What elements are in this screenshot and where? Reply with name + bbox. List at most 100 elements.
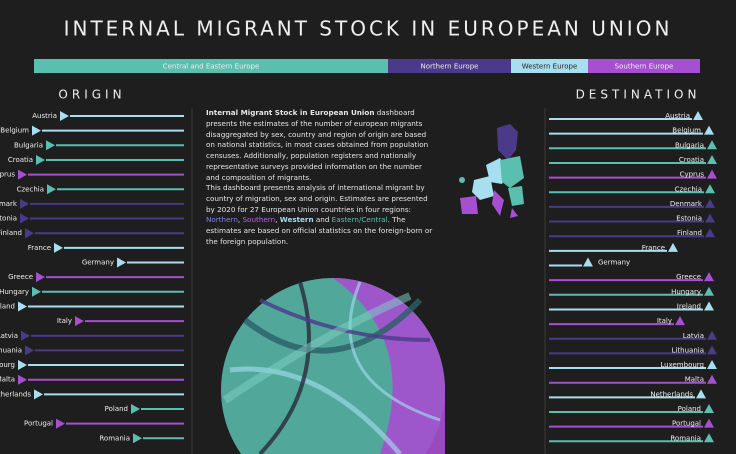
origin-marker: [20, 198, 29, 209]
origin-label: Croatia: [8, 156, 33, 164]
destination-label: Denmark: [670, 200, 703, 208]
origin-label: Greece: [8, 273, 33, 281]
destination-label: Bulgaria: [675, 141, 704, 149]
legend-label: Western Europe: [522, 63, 578, 71]
origin-marker: [18, 360, 27, 371]
destination-marker: [707, 360, 717, 370]
description-1: Internal Migrant Stock in European Union…: [206, 108, 436, 184]
origin-label: Hungary: [0, 288, 29, 296]
destination-label: Belgium: [672, 127, 701, 135]
origin-label: Romania: [99, 434, 130, 442]
origin-label: Poland: [105, 405, 128, 413]
text-segment: This dashboard presents analysis of inte…: [206, 183, 428, 214]
origin-marker: [34, 389, 43, 400]
origin-label: Cyprus: [0, 171, 15, 179]
origin-label: Portugal: [24, 420, 53, 428]
origin-marker: [25, 345, 34, 356]
destination-label: Lithuania: [672, 346, 704, 354]
text-segment: Internal Migrant Stock in European Union: [206, 108, 375, 117]
origin-marker: [21, 330, 30, 341]
destination-marker: [675, 316, 685, 326]
destination-marker: [704, 301, 714, 311]
origin-marker: [32, 125, 41, 136]
origin-label: Estonia: [0, 215, 17, 223]
destination-label: Poland: [678, 405, 701, 413]
legend-swatch: [511, 59, 588, 73]
legend-label: Northern Europe: [421, 63, 479, 71]
destination-label: Romania: [670, 434, 701, 442]
legend-label: Southern Europe: [615, 63, 674, 71]
destination-marker: [583, 257, 593, 267]
origin-label: Lithuania: [0, 346, 22, 354]
destination-label: Hungary: [671, 288, 701, 296]
origin-marker: [56, 418, 65, 429]
destination-marker: [693, 111, 703, 120]
origin-label: Czechia: [17, 185, 44, 193]
text-segment: Northern: [206, 215, 238, 225]
destination-label: Austria: [665, 112, 690, 120]
text-segment: . The estimates are based on official st…: [206, 215, 433, 246]
origin-label: Latvia: [0, 332, 18, 340]
destination-marker: [704, 418, 714, 428]
legend-swatch: [588, 59, 700, 73]
origin-label: France: [28, 244, 51, 252]
origin-label: Malta: [0, 376, 15, 384]
destination-marker: [704, 125, 714, 135]
destination-label: France: [642, 244, 665, 252]
destination-marker: [707, 330, 717, 340]
origin-title: ORIGIN: [58, 88, 125, 102]
destination-label: Portugal: [672, 420, 701, 428]
origin-label: Germany: [82, 259, 114, 267]
text-segment: Western: [279, 215, 314, 225]
origin-label: Bulgaria: [14, 141, 43, 149]
origin-marker: [18, 169, 27, 180]
text-segment: ,: [237, 215, 243, 225]
origin-marker: [46, 140, 55, 151]
destination-marker: [707, 374, 717, 384]
destination-label: Estonia: [676, 215, 702, 223]
origin-label: Ireland: [0, 302, 15, 310]
destination-label: Netherlands: [650, 390, 693, 398]
destination-marker: [704, 433, 714, 443]
origin-marker: [75, 316, 84, 327]
origin-label: Luxembourg: [0, 361, 15, 369]
origin-label: Finland: [0, 229, 22, 237]
chord-diagram: [221, 278, 445, 454]
destination-marker: [705, 228, 715, 238]
origin-label: Netherlands: [0, 390, 31, 398]
origin-marker: [20, 213, 29, 224]
text-segment: dashboard presents the estimates of the …: [206, 108, 429, 182]
origin-marker: [47, 184, 56, 195]
destination-marker: [704, 286, 714, 296]
origin-marker: [36, 154, 45, 165]
origin-marker: [60, 111, 69, 121]
destination-marker: [705, 198, 715, 208]
origin-label: Denmark: [0, 200, 18, 208]
destination-label: Cyprus: [680, 171, 705, 179]
destination-marker: [705, 213, 715, 223]
origin-marker: [18, 374, 27, 385]
origin-marker: [54, 242, 63, 253]
description-2: This dashboard presents analysis of inte…: [206, 183, 436, 248]
destination-label: Germany: [598, 259, 630, 267]
legend-swatch: [388, 59, 511, 73]
destination-marker: [704, 272, 714, 282]
destination-label: Luxembourg: [660, 361, 704, 369]
text-segment: and: [313, 215, 332, 225]
legend-label: Central and Eastern Europe: [163, 63, 260, 71]
destination-marker: [696, 389, 706, 399]
destination-label: Italy: [657, 317, 672, 325]
title: INTERNAL MIGRANT STOCK IN EUROPEAN UNION: [64, 17, 673, 41]
destination-label: Finland: [677, 229, 702, 237]
destination-label: Ireland: [677, 302, 701, 310]
destination-title: DESTINATION: [576, 88, 701, 102]
text-segment: Eastern/Central: [331, 215, 388, 225]
destination-marker: [705, 184, 715, 194]
origin-marker: [133, 433, 142, 444]
destination-marker: [707, 140, 717, 150]
origin-marker: [117, 257, 126, 268]
destination-marker: [668, 242, 678, 252]
text-segment: Southern: [242, 215, 276, 225]
